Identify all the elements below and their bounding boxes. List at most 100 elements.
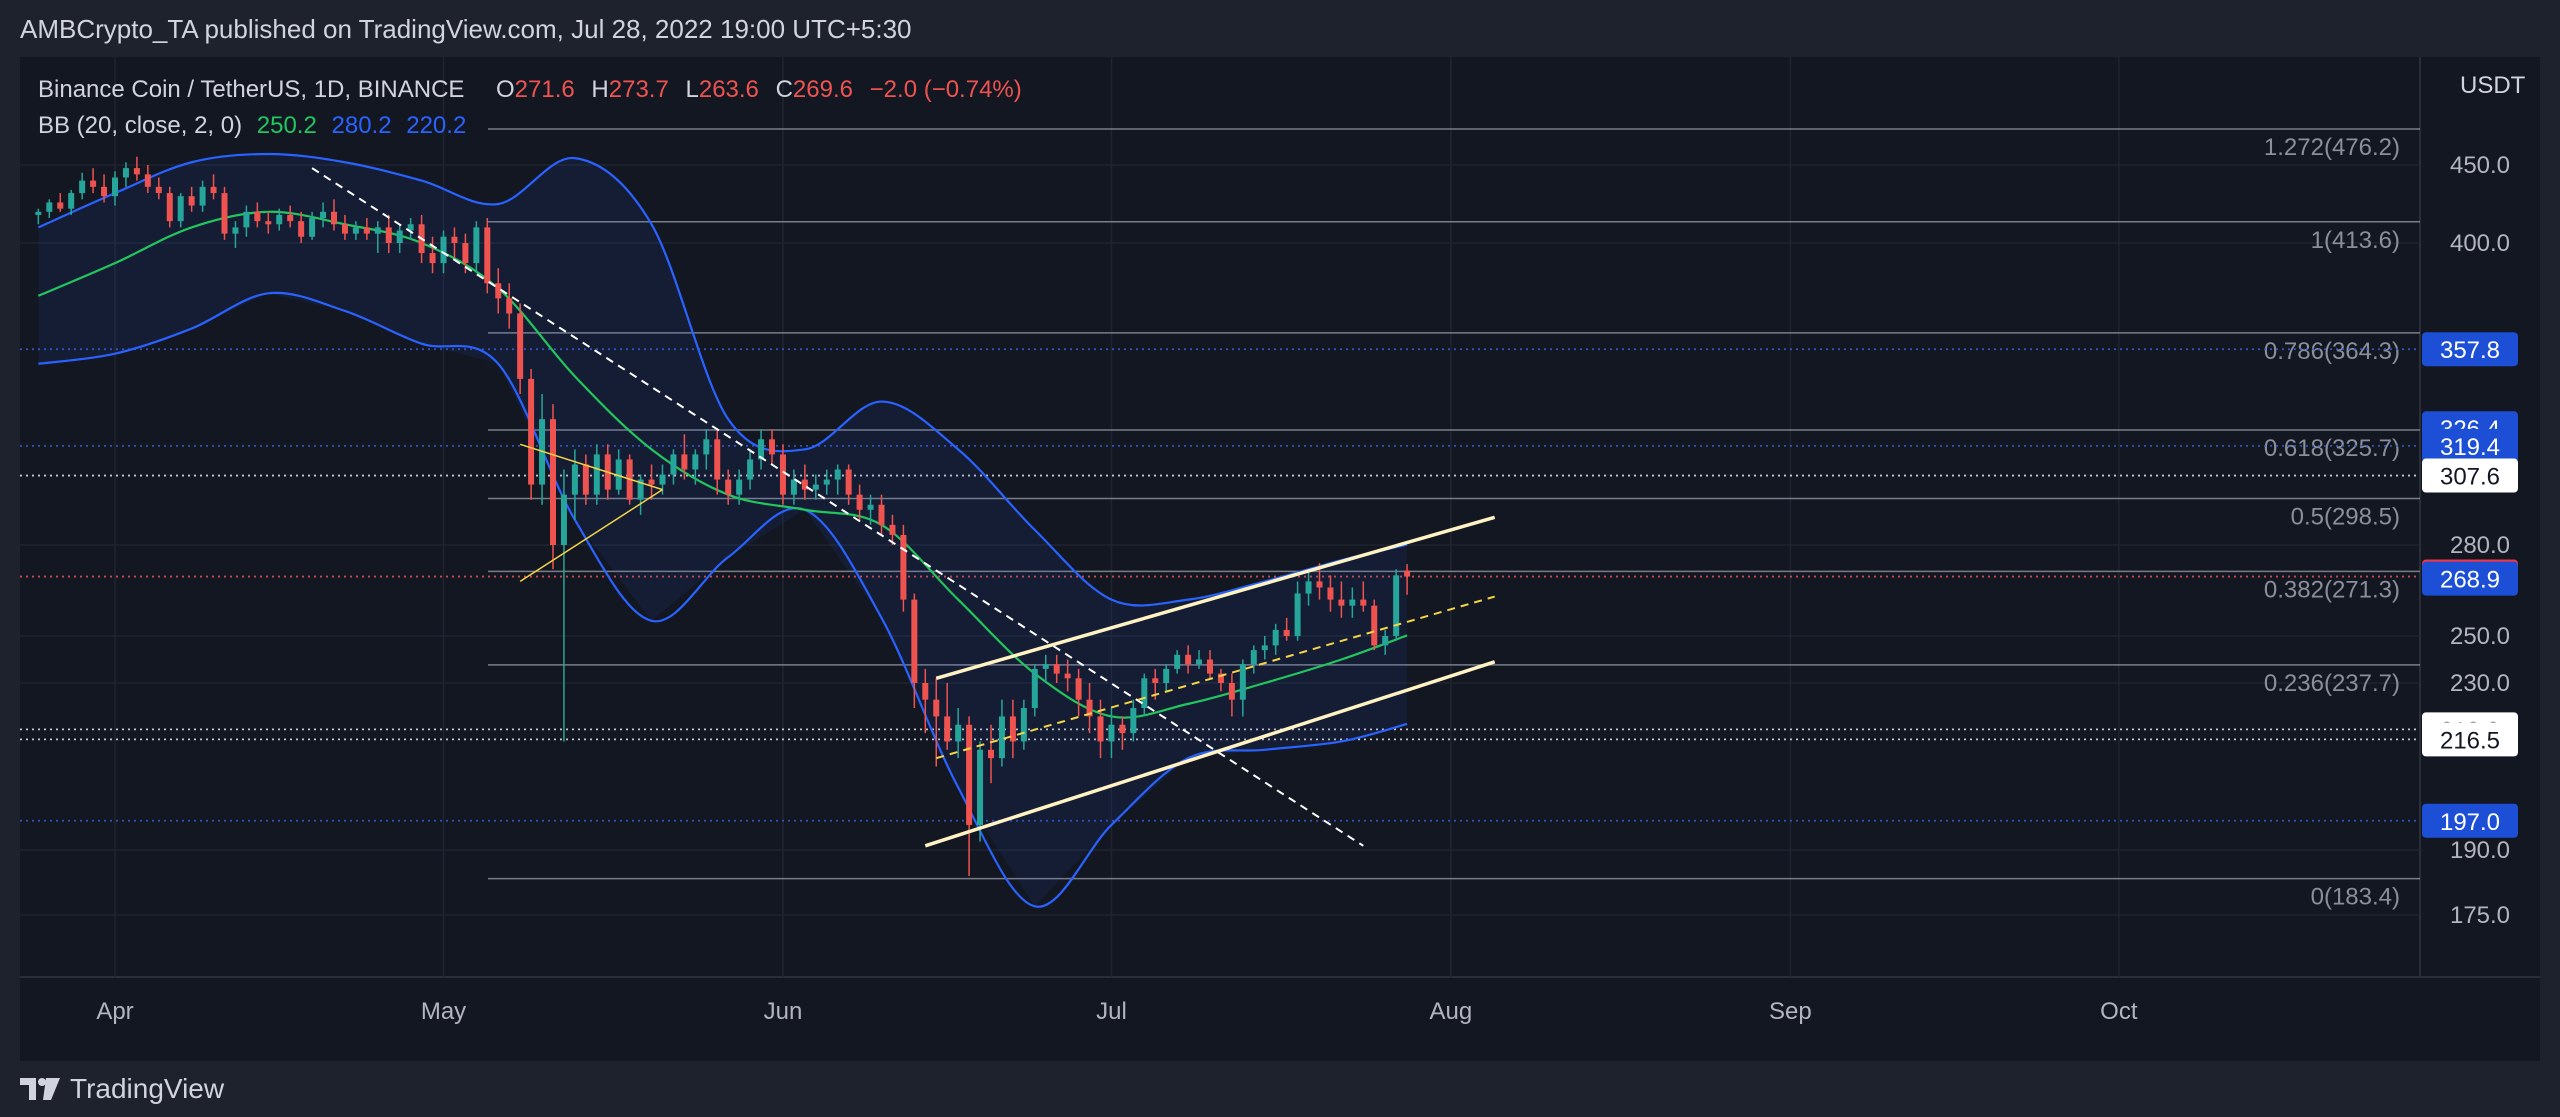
bb-lower-value: 220.2 (406, 112, 466, 139)
candle-body (922, 683, 929, 700)
low-value: 263.6 (699, 76, 759, 103)
candle-body (35, 211, 42, 215)
candles (35, 156, 1411, 876)
candle-body (462, 243, 469, 264)
candle-body (122, 168, 129, 178)
footer: TradingView (20, 1061, 420, 1117)
candle-body (265, 221, 272, 225)
candle-body (451, 236, 458, 243)
price-axis-label: 175.0 (2450, 902, 2510, 929)
candle-body (199, 186, 206, 206)
candle-body (747, 459, 754, 480)
change-value: −2.0 (−0.74%) (870, 76, 1022, 103)
candle-body (144, 174, 151, 187)
fib-level-label: 0.786(364.3) (2264, 338, 2400, 365)
high-label: H (591, 76, 608, 103)
candle-body (1327, 587, 1334, 600)
candle-body (571, 464, 578, 495)
candle-body (779, 454, 786, 495)
candle-body (331, 211, 337, 225)
candle-body (692, 454, 699, 470)
price-badge-label: 307.6 (2440, 464, 2500, 491)
candle-body (1196, 659, 1203, 665)
candle-body (320, 211, 327, 219)
candle-body (977, 749, 984, 825)
open-label: O (496, 76, 515, 103)
candle-body (1141, 678, 1148, 709)
candle-body (703, 439, 710, 455)
candle-body (1053, 664, 1060, 674)
high-value: 273.7 (609, 76, 669, 103)
candle-body (385, 227, 392, 243)
price-badge (2422, 458, 2518, 493)
candle-body (1283, 629, 1290, 636)
candle-body (725, 479, 732, 495)
chart-panel[interactable]: 1.272(476.2) 1(413.6) 0.786(364.3) 0.618(32… (20, 57, 2540, 1061)
candle-body (243, 211, 250, 228)
candle-body (769, 439, 775, 455)
candle-body (155, 186, 162, 194)
candle-body (1393, 575, 1400, 636)
candle-body (812, 484, 819, 490)
candle-body (801, 479, 808, 490)
candle-body (1272, 629, 1279, 646)
time-axis[interactable]: Apr May Jun Jul Aug Sep Oct (96, 998, 2138, 1025)
channel-upper-line (935, 515, 1496, 680)
candle-body (955, 724, 962, 742)
candle-body (1075, 678, 1082, 700)
candle-body (1294, 593, 1301, 636)
time-axis-label: Oct (2100, 998, 2138, 1025)
candle-body (1338, 599, 1345, 606)
price-axis-label: 280.0 (2450, 532, 2510, 559)
candle-body (341, 224, 348, 234)
price-chart[interactable]: 1.272(476.2) 1(413.6) 0.786(364.3) 0.618(32… (20, 57, 2540, 1061)
candle-body (1207, 659, 1213, 674)
candle-body (46, 202, 53, 212)
price-badge (2422, 561, 2518, 596)
time-axis-label: Apr (96, 998, 133, 1025)
candle-body (1305, 581, 1312, 594)
candle-body (615, 459, 622, 490)
currency-label: USDT (2460, 72, 2526, 99)
price-badge (2422, 803, 2518, 838)
time-axis-label: Sep (1769, 998, 1812, 1025)
drawings (311, 167, 1496, 848)
candle-body (933, 699, 940, 717)
channel-lower-line (924, 660, 1496, 848)
fib-level-label: 0.5(298.5) (2291, 503, 2400, 530)
candle-body (1382, 636, 1389, 646)
price-axis-label: 400.0 (2450, 230, 2510, 257)
candle-body (495, 283, 502, 299)
candle-body (276, 214, 283, 225)
candle-body (944, 716, 951, 742)
time-axis-label: Aug (1430, 998, 1473, 1025)
close-value: 269.6 (793, 76, 853, 103)
candle-body (407, 224, 414, 231)
open-value: 271.6 (515, 76, 575, 103)
candle-body (1020, 708, 1027, 742)
price-badge-label: 357.8 (2440, 337, 2500, 364)
price-badge (2422, 428, 2518, 463)
candle-body (560, 494, 567, 545)
symbol-label: Binance Coin / TetherUS, 1D, BINANCE (38, 76, 464, 103)
price-badge-label: 216.5 (2440, 727, 2500, 754)
candle-body (790, 479, 797, 495)
price-axis[interactable]: 450.0 400.0 280.0 250.0 230.0 190.0 175.0 357.8… (2422, 152, 2518, 929)
candle-body (374, 227, 381, 234)
candle-body (473, 227, 480, 264)
time-axis-label: Jul (1096, 998, 1127, 1025)
candle-body (681, 454, 688, 470)
close-label: C (776, 76, 793, 103)
candle-body (856, 494, 863, 510)
tradingview-brand: TradingView (70, 1073, 225, 1104)
candle-body (68, 193, 75, 209)
price-axis-label: 450.0 (2450, 152, 2510, 179)
candle-body (582, 464, 589, 495)
candle-body (90, 180, 97, 187)
candle-body (1239, 664, 1246, 700)
bollinger-bands (37, 152, 1408, 908)
candle-body (1185, 654, 1192, 665)
price-axis-label: 190.0 (2450, 837, 2510, 864)
candle-body (845, 469, 852, 495)
candle-body (1108, 724, 1115, 742)
